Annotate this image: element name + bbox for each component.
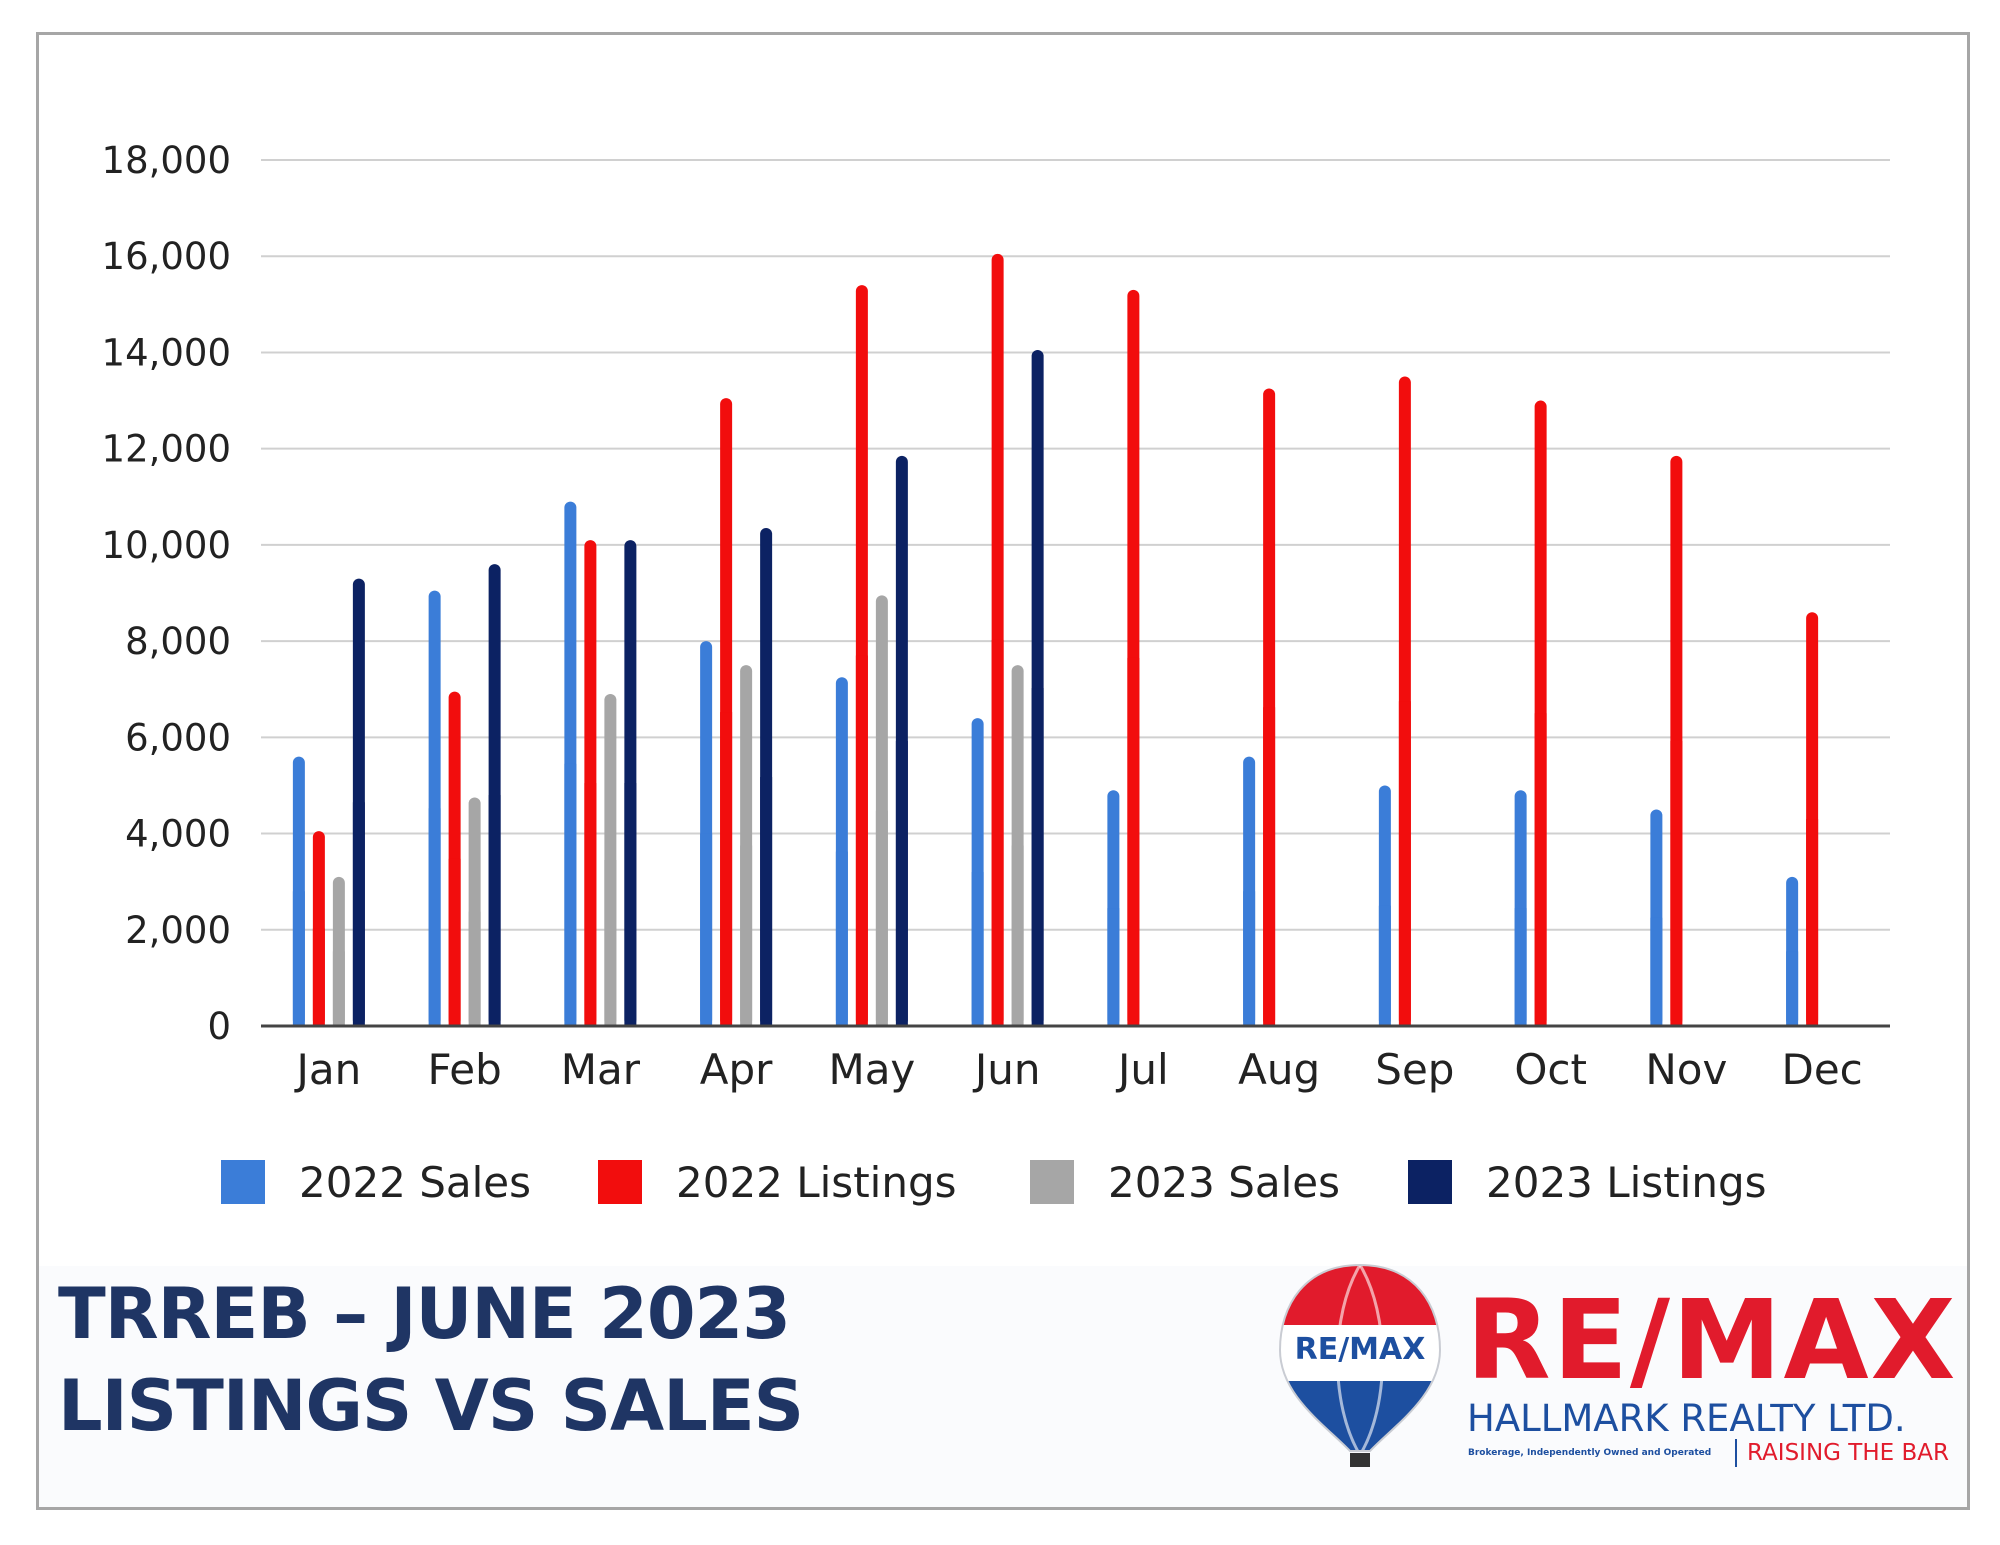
legend-label: 2022 Listings [676, 1158, 957, 1207]
bar-base [448, 858, 461, 1026]
remax-wordmark: RE/MAX [1466, 1276, 1958, 1404]
bar-base [1514, 908, 1527, 1026]
bar-base [855, 655, 868, 1026]
bar-base [991, 639, 1004, 1026]
legend-label: 2022 Sales [299, 1158, 531, 1207]
headline-line-2: LISTINGS VS SALES [58, 1365, 804, 1447]
hot-air-balloon-icon: RE/MAX [1278, 1263, 1442, 1467]
bar-base [1650, 917, 1663, 1026]
bar-base [1107, 908, 1120, 1026]
y-tick-label: 18,000 [102, 139, 231, 182]
balloon-label: RE/MAX [1295, 1332, 1426, 1367]
bar-base [1031, 688, 1044, 1026]
footer-band [39, 1266, 1967, 1507]
bar-base [604, 860, 617, 1026]
bar-base [1806, 819, 1819, 1026]
legend-label: 2023 Listings [1486, 1158, 1767, 1207]
bar-base [875, 810, 888, 1026]
x-tick-label: Dec [1781, 1045, 1862, 1094]
bar-base [895, 740, 908, 1026]
x-tick-label: Feb [427, 1045, 501, 1094]
legend-swatch [598, 1160, 642, 1204]
bar-base [1398, 701, 1411, 1026]
bar-base [332, 951, 345, 1026]
bar-base [1127, 657, 1140, 1026]
bar-base [1670, 740, 1683, 1026]
bar-base [1243, 891, 1256, 1026]
bar-base [624, 783, 637, 1026]
legend-swatch [1408, 1160, 1452, 1204]
x-tick-label: May [828, 1045, 915, 1094]
bar-base [1378, 905, 1391, 1026]
x-tick-label: Jul [1115, 1045, 1169, 1094]
y-tick-label: 16,000 [102, 235, 231, 278]
chart-panel: 0 2,000 4,000 6,000 8,000 10,000 12,000 14,000 1… [56, 86, 1916, 1266]
y-tick-label: 12,000 [102, 428, 231, 471]
bar-base [488, 795, 501, 1026]
bar-base [971, 872, 984, 1026]
bar-base [740, 845, 753, 1026]
x-tick-label: Sep [1375, 1045, 1454, 1094]
bar-base [760, 777, 773, 1026]
remax-logo: RE/MAX RE/MAX HALLMARK REALTY LTD. Broke… [1270, 1255, 1970, 1475]
bar-base [428, 808, 441, 1026]
x-tick-label: Mar [561, 1045, 641, 1094]
headline: TRREB – JUNE 2023 LISTINGS VS SALES [58, 1268, 804, 1452]
bar-base [564, 763, 577, 1026]
headline-line-1: TRREB – JUNE 2023 [58, 1273, 791, 1355]
x-tick-label: Jan [294, 1045, 362, 1094]
bar-base [1263, 707, 1276, 1026]
bar-base [1534, 713, 1547, 1026]
x-tick-label: Oct [1514, 1045, 1587, 1094]
bar-base [1786, 951, 1799, 1026]
legend-label: 2023 Sales [1108, 1158, 1340, 1207]
y-tick-label: 2,000 [125, 909, 231, 952]
y-tick-label: 14,000 [102, 331, 231, 374]
bar-base [584, 783, 597, 1026]
bar-base [292, 891, 305, 1026]
legend-swatch [1030, 1160, 1074, 1204]
y-tick-label: 8,000 [125, 620, 231, 663]
legend-swatch [221, 1160, 265, 1204]
brokerage-name: HALLMARK REALTY LTD. [1467, 1397, 1906, 1440]
bar-base [835, 851, 848, 1026]
y-tick-label: 6,000 [125, 716, 231, 759]
bar-base [700, 833, 713, 1026]
x-tick-label: Apr [700, 1045, 773, 1094]
y-tick-label: 10,000 [102, 524, 231, 567]
brokerage-small-print: Brokerage, Independently Owned and Opera… [1468, 1448, 1712, 1458]
y-tick-label: 0 [207, 1005, 231, 1048]
bar-base [720, 712, 733, 1026]
brand-tagline: RAISING THE BAR [1735, 1439, 1949, 1467]
x-tick-label: Jun [972, 1045, 1041, 1094]
x-tick-label: Nov [1645, 1045, 1727, 1094]
bar-base [312, 928, 325, 1026]
bar-base [1011, 845, 1024, 1026]
bar-base [468, 911, 481, 1026]
y-tick-label: 4,000 [125, 813, 231, 856]
x-tick-label: Aug [1238, 1045, 1320, 1094]
bar-base [352, 802, 365, 1026]
bar-chart: 0 2,000 4,000 6,000 8,000 10,000 12,000 14,000 1… [102, 139, 1890, 1207]
